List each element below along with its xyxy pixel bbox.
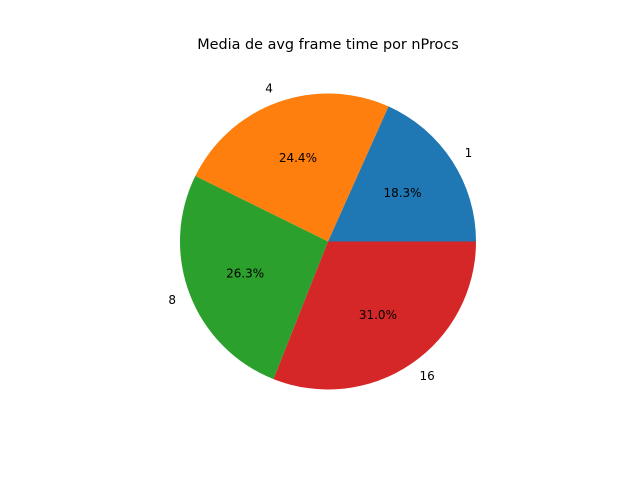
pie-slice-8 xyxy=(179,175,328,380)
slice-label-8: 8 xyxy=(168,293,176,307)
pie-slice-4 xyxy=(195,93,389,242)
pie-slices xyxy=(179,93,476,390)
percent-label-1: 18.3% xyxy=(383,186,421,200)
slice-label-1: 1 xyxy=(465,146,473,160)
pie-slice-16 xyxy=(273,241,476,390)
chart-title: Media de avg frame time por nProcs xyxy=(197,37,459,53)
percent-label-4: 24.4% xyxy=(279,151,317,165)
slice-label-4: 4 xyxy=(265,81,273,95)
percent-label-8: 26.3% xyxy=(226,266,264,280)
pie-slice-1 xyxy=(328,106,476,242)
pie-labels: 1 18.3% 4 24.4% 8 26.3% 16 31.0% xyxy=(168,81,472,383)
slice-label-16: 16 xyxy=(420,369,435,383)
percent-label-16: 31.0% xyxy=(359,308,397,322)
